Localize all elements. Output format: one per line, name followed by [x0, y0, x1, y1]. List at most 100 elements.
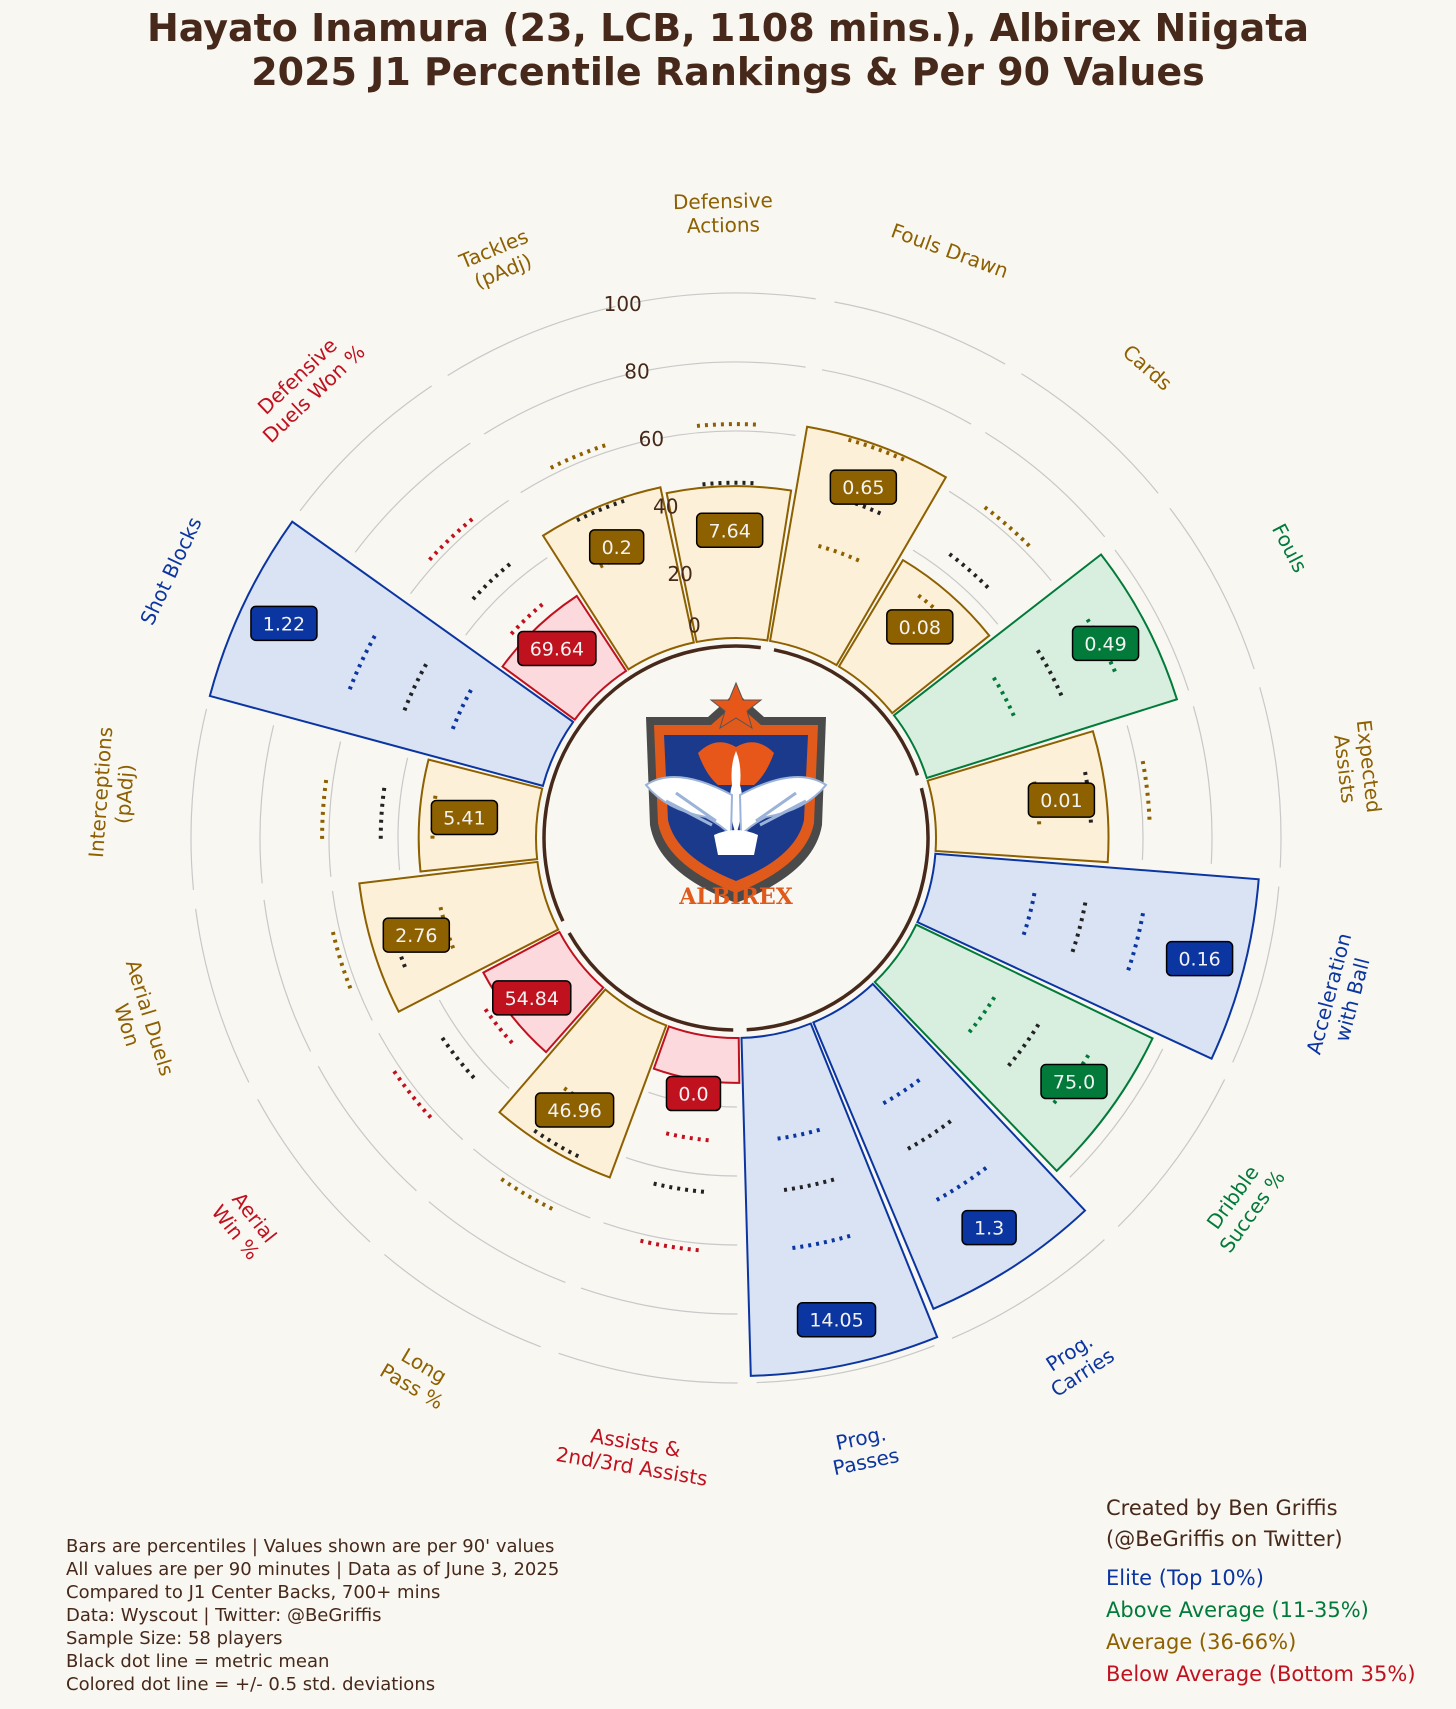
- baseline-arcs: [542, 644, 930, 1032]
- value-label: 69.64: [517, 630, 597, 667]
- value-label-box: [1165, 940, 1234, 977]
- grid-arc: [438, 999, 510, 1089]
- bar: [498, 988, 668, 1179]
- grid-arc: [580, 1287, 738, 1315]
- dot-line: [651, 1181, 705, 1194]
- bar: [812, 982, 1087, 1311]
- value-label: 14.05: [796, 1301, 877, 1338]
- value-label-text: 0.01: [1040, 790, 1082, 812]
- bar: [652, 1025, 741, 1084]
- dot-line: [789, 1233, 851, 1251]
- value-label-text: 75.0: [1053, 1072, 1095, 1094]
- dot-line: [1035, 649, 1064, 698]
- dot-line: [378, 786, 387, 839]
- dot-line: [917, 593, 954, 627]
- value-label-box: [430, 799, 499, 836]
- grid-arc: [447, 305, 616, 377]
- footnote-line: Colored dot line = +/- 0.5 std. deviatio…: [66, 1674, 436, 1695]
- value-label-box: [1027, 782, 1096, 818]
- dot-line: [933, 1166, 988, 1203]
- value-label: 54.84: [492, 980, 572, 1016]
- tier-legend: Elite (Top 10%) Above Average (11-35%) Ave…: [1106, 1562, 1416, 1690]
- grid-arc: [625, 1157, 738, 1177]
- radial-tick-label: 40: [653, 494, 678, 518]
- value-label: 0.08: [886, 609, 954, 645]
- grid-arc: [634, 292, 816, 304]
- metric-label-line: Fouls Drawn: [888, 218, 1012, 283]
- dot-line: [966, 996, 997, 1035]
- dot-line: [992, 676, 1017, 719]
- value-label: 75.0: [1040, 1063, 1108, 1100]
- dot-line: [1070, 902, 1088, 954]
- dot-line: [663, 1130, 709, 1143]
- dot-line: [531, 1127, 580, 1159]
- dot-line: [391, 1068, 433, 1119]
- footnote-line: Black dot line = metric mean: [66, 1651, 330, 1672]
- value-label-text: 1.3: [974, 1218, 1004, 1240]
- dot-line: [948, 552, 991, 591]
- footnote-line: All values are per 90 minutes | Data as …: [66, 1559, 560, 1580]
- grid-arc: [354, 442, 471, 553]
- dot-line: [1006, 1023, 1041, 1069]
- grid-arc: [1232, 886, 1280, 1063]
- dot-line: [847, 437, 907, 463]
- grid-arc: [428, 1201, 566, 1283]
- dot-line: [509, 601, 546, 636]
- value-label-box: [829, 469, 898, 505]
- dot-line: [775, 1127, 821, 1141]
- legend-item: Elite (Top 10%): [1106, 1566, 1264, 1590]
- value-label: 46.96: [534, 1092, 615, 1128]
- chart-title-line1: Hayato Inamura (23, LCB, 1108 mins.), Al…: [146, 6, 1310, 50]
- metric-label-line: Defensive: [673, 188, 773, 214]
- value-label: 1.22: [250, 605, 318, 642]
- grid-arc: [659, 430, 796, 439]
- value-label-box: [695, 512, 764, 549]
- legend-item: Above Average (11-35%): [1106, 1598, 1369, 1622]
- value-label: 0.49: [1071, 625, 1140, 662]
- bar: [740, 1022, 939, 1377]
- footnote-line: Data: Wyscout | Twitter: @BeGriffis: [66, 1605, 382, 1626]
- radial-tick-label: 0: [688, 613, 701, 637]
- baseline-arc: [773, 648, 920, 776]
- value-label: 0.0: [665, 1075, 722, 1112]
- value-label-text: 7.64: [709, 520, 751, 542]
- footnote-line: Compared to J1 Center Backs, 700+ mins: [66, 1582, 441, 1603]
- value-label-box: [250, 605, 318, 642]
- grid-arc: [821, 369, 972, 425]
- value-label-text: 5.41: [443, 807, 485, 829]
- radial-tick-label: 20: [667, 562, 692, 586]
- dot-line: [880, 1078, 921, 1106]
- metric-label-line: Shot Blocks: [135, 513, 206, 628]
- bar: [926, 729, 1110, 864]
- value-label-text: 0.49: [1084, 633, 1126, 655]
- value-label: 7.64: [695, 512, 764, 549]
- grid-arc: [1192, 706, 1213, 864]
- dot-line: [549, 442, 608, 470]
- grid-arc: [1259, 687, 1282, 868]
- value-label-text: 46.96: [547, 1100, 601, 1122]
- dot-line: [482, 1006, 514, 1045]
- grid-arc: [951, 1239, 1105, 1339]
- grid-arc: [1114, 549, 1190, 691]
- dot-line: [1125, 912, 1145, 974]
- value-label: 0.16: [1165, 940, 1234, 977]
- value-label-text: 0.0: [678, 1084, 708, 1106]
- value-label: 5.41: [430, 799, 499, 836]
- metric-label: Cards: [1118, 340, 1177, 396]
- grid-arc: [985, 432, 1106, 538]
- grid-arc: [1117, 1079, 1226, 1227]
- metric-label: Tackles(pAdj): [455, 224, 535, 293]
- bar: [873, 923, 1154, 1173]
- dot-line: [817, 543, 862, 564]
- metric-label-line: Actions: [687, 212, 761, 237]
- grid-arc: [756, 1345, 935, 1384]
- footnote-line: Sample Size: 58 players: [66, 1628, 283, 1649]
- value-label: 0.65: [829, 469, 898, 505]
- value-label-box: [961, 1209, 1017, 1246]
- footnotes: Bars are percentiles | Values shown are …: [66, 1535, 559, 1696]
